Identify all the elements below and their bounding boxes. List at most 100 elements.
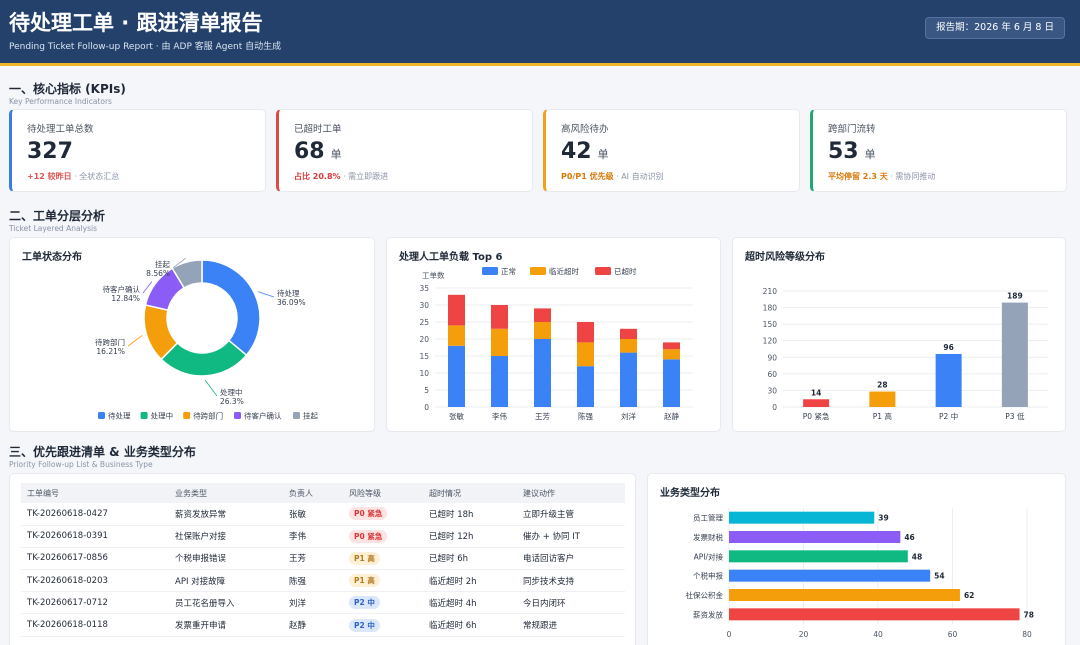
- status-chart-title: 工单状态分布: [22, 252, 82, 263]
- table-cell: 同步技术支持: [517, 569, 625, 593]
- bar-value-label: 54: [934, 572, 944, 581]
- y-tick-label: 5: [424, 386, 429, 395]
- risk-level-badge: P0 紧急: [349, 507, 388, 521]
- legend-label: 正常: [501, 267, 516, 276]
- table-cell: 临近超时 4h: [423, 591, 517, 615]
- page-title: 待处理工单 · 跟进清单报告: [9, 11, 263, 35]
- table-row[interactable]: TK-20260618-0118 发票重开申请 赵静 P2 中 临近超时 6h 常规跟进: [21, 613, 625, 637]
- y-tick-label: 20: [419, 335, 429, 344]
- y-tick-label: 35: [419, 284, 429, 293]
- y-tick-label: 发票财税: [693, 532, 723, 542]
- donut-slice-pct: 16.21%: [96, 347, 125, 356]
- legend-swatch: [530, 267, 546, 275]
- bar-segment: [448, 294, 465, 326]
- table-row[interactable]: TK-20260618-0391 社保账户对接 李伟 P0 紧急 已超时 12h 催办 +…: [21, 525, 625, 548]
- table-cell: P1 高: [343, 569, 423, 593]
- risk-bar: [803, 399, 830, 407]
- donut-slice-label: 待处理: [277, 288, 300, 298]
- y-tick-label: 150: [763, 320, 778, 329]
- table-header-cell: 负责人: [283, 483, 343, 503]
- business-type-bar-chart: 0 20 40 60 80 39 员工管理 46 发票财税 48 API/对接 54 个税申报 62 社保公…: [686, 508, 1034, 639]
- table-row[interactable]: TK-20260618-0427 薪资发放异常 张敏 P0 紧急 已超时 18h 立即升级…: [21, 503, 625, 526]
- x-tick-label: 0: [727, 630, 732, 639]
- bar-segment: [620, 328, 637, 339]
- business-type-card: 业务类型分布 0 20 40 60 80 39 员工管理 46 发票财税 48 API/对接 54 个税…: [647, 473, 1066, 645]
- kpi-card: 高风险待办 42 单 P0/P1 优先级 · AI 自动识别: [543, 109, 800, 192]
- table-header-row: 工单编号 业务类型 负责人 风险等级 超时情况 建议动作: [21, 483, 625, 503]
- y-tick-label: 90: [767, 353, 777, 362]
- table-cell: 已超时 6h: [423, 547, 517, 571]
- table-row[interactable]: TK-20260618-0203 API 对接故障 陈强 P1 高 临近超时 2h 同步技…: [21, 569, 625, 593]
- section-title-layer: 二、工单分层分析: [9, 209, 106, 223]
- bar-segment: [620, 339, 637, 353]
- kpi-card: 已超时工单 68 单占比 20.8% · 需立即跟进: [276, 109, 533, 192]
- y-tick-label: 0: [424, 403, 429, 412]
- kpi-note: P0/P1 优先级 · AI 自动识别: [561, 172, 664, 181]
- table-cell: 社保账户对接: [169, 525, 283, 548]
- x-tick-label: P1 高: [873, 411, 893, 421]
- donut-slice-pct: 26.3%: [220, 397, 244, 406]
- y-tick-label: 210: [763, 287, 778, 296]
- table-cell: TK-20260618-0427: [21, 503, 169, 526]
- kpi-label: 已超时工单: [294, 124, 342, 135]
- section-subtitle-layer: Ticket Layered Analysis: [9, 224, 97, 233]
- table-cell: P2 中: [343, 613, 423, 637]
- kpi-note: +12 较昨日 · 全状态汇总: [27, 172, 120, 181]
- y-tick-label: 30: [419, 301, 429, 310]
- table-header-cell: 超时情况: [423, 483, 517, 503]
- x-tick-label: 40: [873, 630, 883, 639]
- bar-value-label: 48: [912, 552, 922, 561]
- table-cell: 立即升级主管: [517, 503, 625, 526]
- risk-bar: [1001, 302, 1028, 407]
- bar-value-label: 62: [964, 591, 974, 600]
- bar-value-label: 46: [904, 533, 914, 542]
- status-donut-chart: 待处理36.09%处理中26.3%待跨部门16.21%待客户确认12.84%挂起…: [95, 257, 318, 421]
- legend-label: 挂起: [303, 411, 318, 421]
- bar-value-label: 189: [1007, 292, 1023, 301]
- risk-level-bar-chart: 0 30 60 90 120 150 180 210 14 P0 紧急 28 P1 高 96 P2 中 18…: [763, 287, 1048, 421]
- y-tick-label: 个税申报: [693, 571, 723, 581]
- kpi-card: 待处理工单总数 327 +12 较昨日 · 全状态汇总: [9, 109, 266, 192]
- table-row[interactable]: TK-20260617-0856 个税申报错误 王芳 P1 高 已超时 6h 电话回访客户: [21, 547, 625, 571]
- donut-slice: [171, 259, 203, 289]
- bar-segment: [577, 322, 594, 343]
- table-cell: P1 高: [343, 547, 423, 571]
- legend-label: 待客户确认: [244, 411, 282, 421]
- business-bar: [729, 550, 908, 563]
- table-header-cell: 风险等级: [343, 483, 423, 503]
- legend-label: 已超时: [614, 266, 637, 276]
- table-cell: 临近超时 2h: [423, 569, 517, 593]
- risk-bar: [935, 353, 962, 407]
- table-row[interactable]: TK-20260617-0712 员工花名册导入 刘洋 P2 中 临近超时 4h 今日内闭…: [21, 591, 625, 615]
- bar-segment: [577, 342, 594, 367]
- y-tick-label: 120: [763, 337, 778, 346]
- risk-chart-title: 超时风险等级分布: [745, 252, 825, 263]
- business-bar: [729, 569, 931, 582]
- donut-leader-line: [258, 291, 275, 298]
- table-cell: 已超时 12h: [423, 525, 517, 548]
- x-tick-label: P2 中: [939, 411, 958, 421]
- section-title-priority: 三、优先跟进清单 & 业务类型分布: [9, 445, 196, 459]
- legend-label: 处理中: [151, 411, 174, 421]
- bar-value-label: 39: [878, 514, 888, 523]
- x-tick-label: 80: [1022, 630, 1032, 639]
- section-title-kpi: 一、核心指标 (KPIs): [9, 82, 126, 96]
- status-distribution-card: 工单状态分布 待处理 36.09% 处理中 26.3% 待跨部门 16.21% 待客户确认 1…: [9, 237, 375, 432]
- risk-level-badge: P2 中: [349, 596, 380, 610]
- page-subtitle: Pending Ticket Follow-up Report · 由 ADP …: [9, 42, 282, 52]
- table-cell: TK-20260617-0856: [21, 547, 169, 571]
- kpi-label: 高风险待办: [561, 124, 609, 135]
- bar-value-label: 96: [943, 343, 953, 352]
- table-cell: TK-20260618-0203: [21, 569, 169, 593]
- risk-level-card: 超时风险等级分布 0 30 60 90 120 150 180 210 14 P0 紧急 28 P1 …: [732, 237, 1066, 432]
- bar-value-label: 14: [811, 388, 821, 397]
- report-date-badge: 报告期：2026 年 6 月 8 日: [925, 17, 1065, 39]
- bar-segment: [620, 352, 637, 407]
- x-tick-label: P3 低: [1005, 411, 1025, 421]
- table-cell: 今日内闭环: [517, 591, 625, 615]
- bar-segment: [491, 305, 508, 329]
- table-cell: 李伟: [283, 525, 343, 548]
- donut-slice-label: 挂起: [155, 259, 170, 269]
- table-cell: 已超时 18h: [423, 503, 517, 526]
- bar-segment: [448, 325, 465, 346]
